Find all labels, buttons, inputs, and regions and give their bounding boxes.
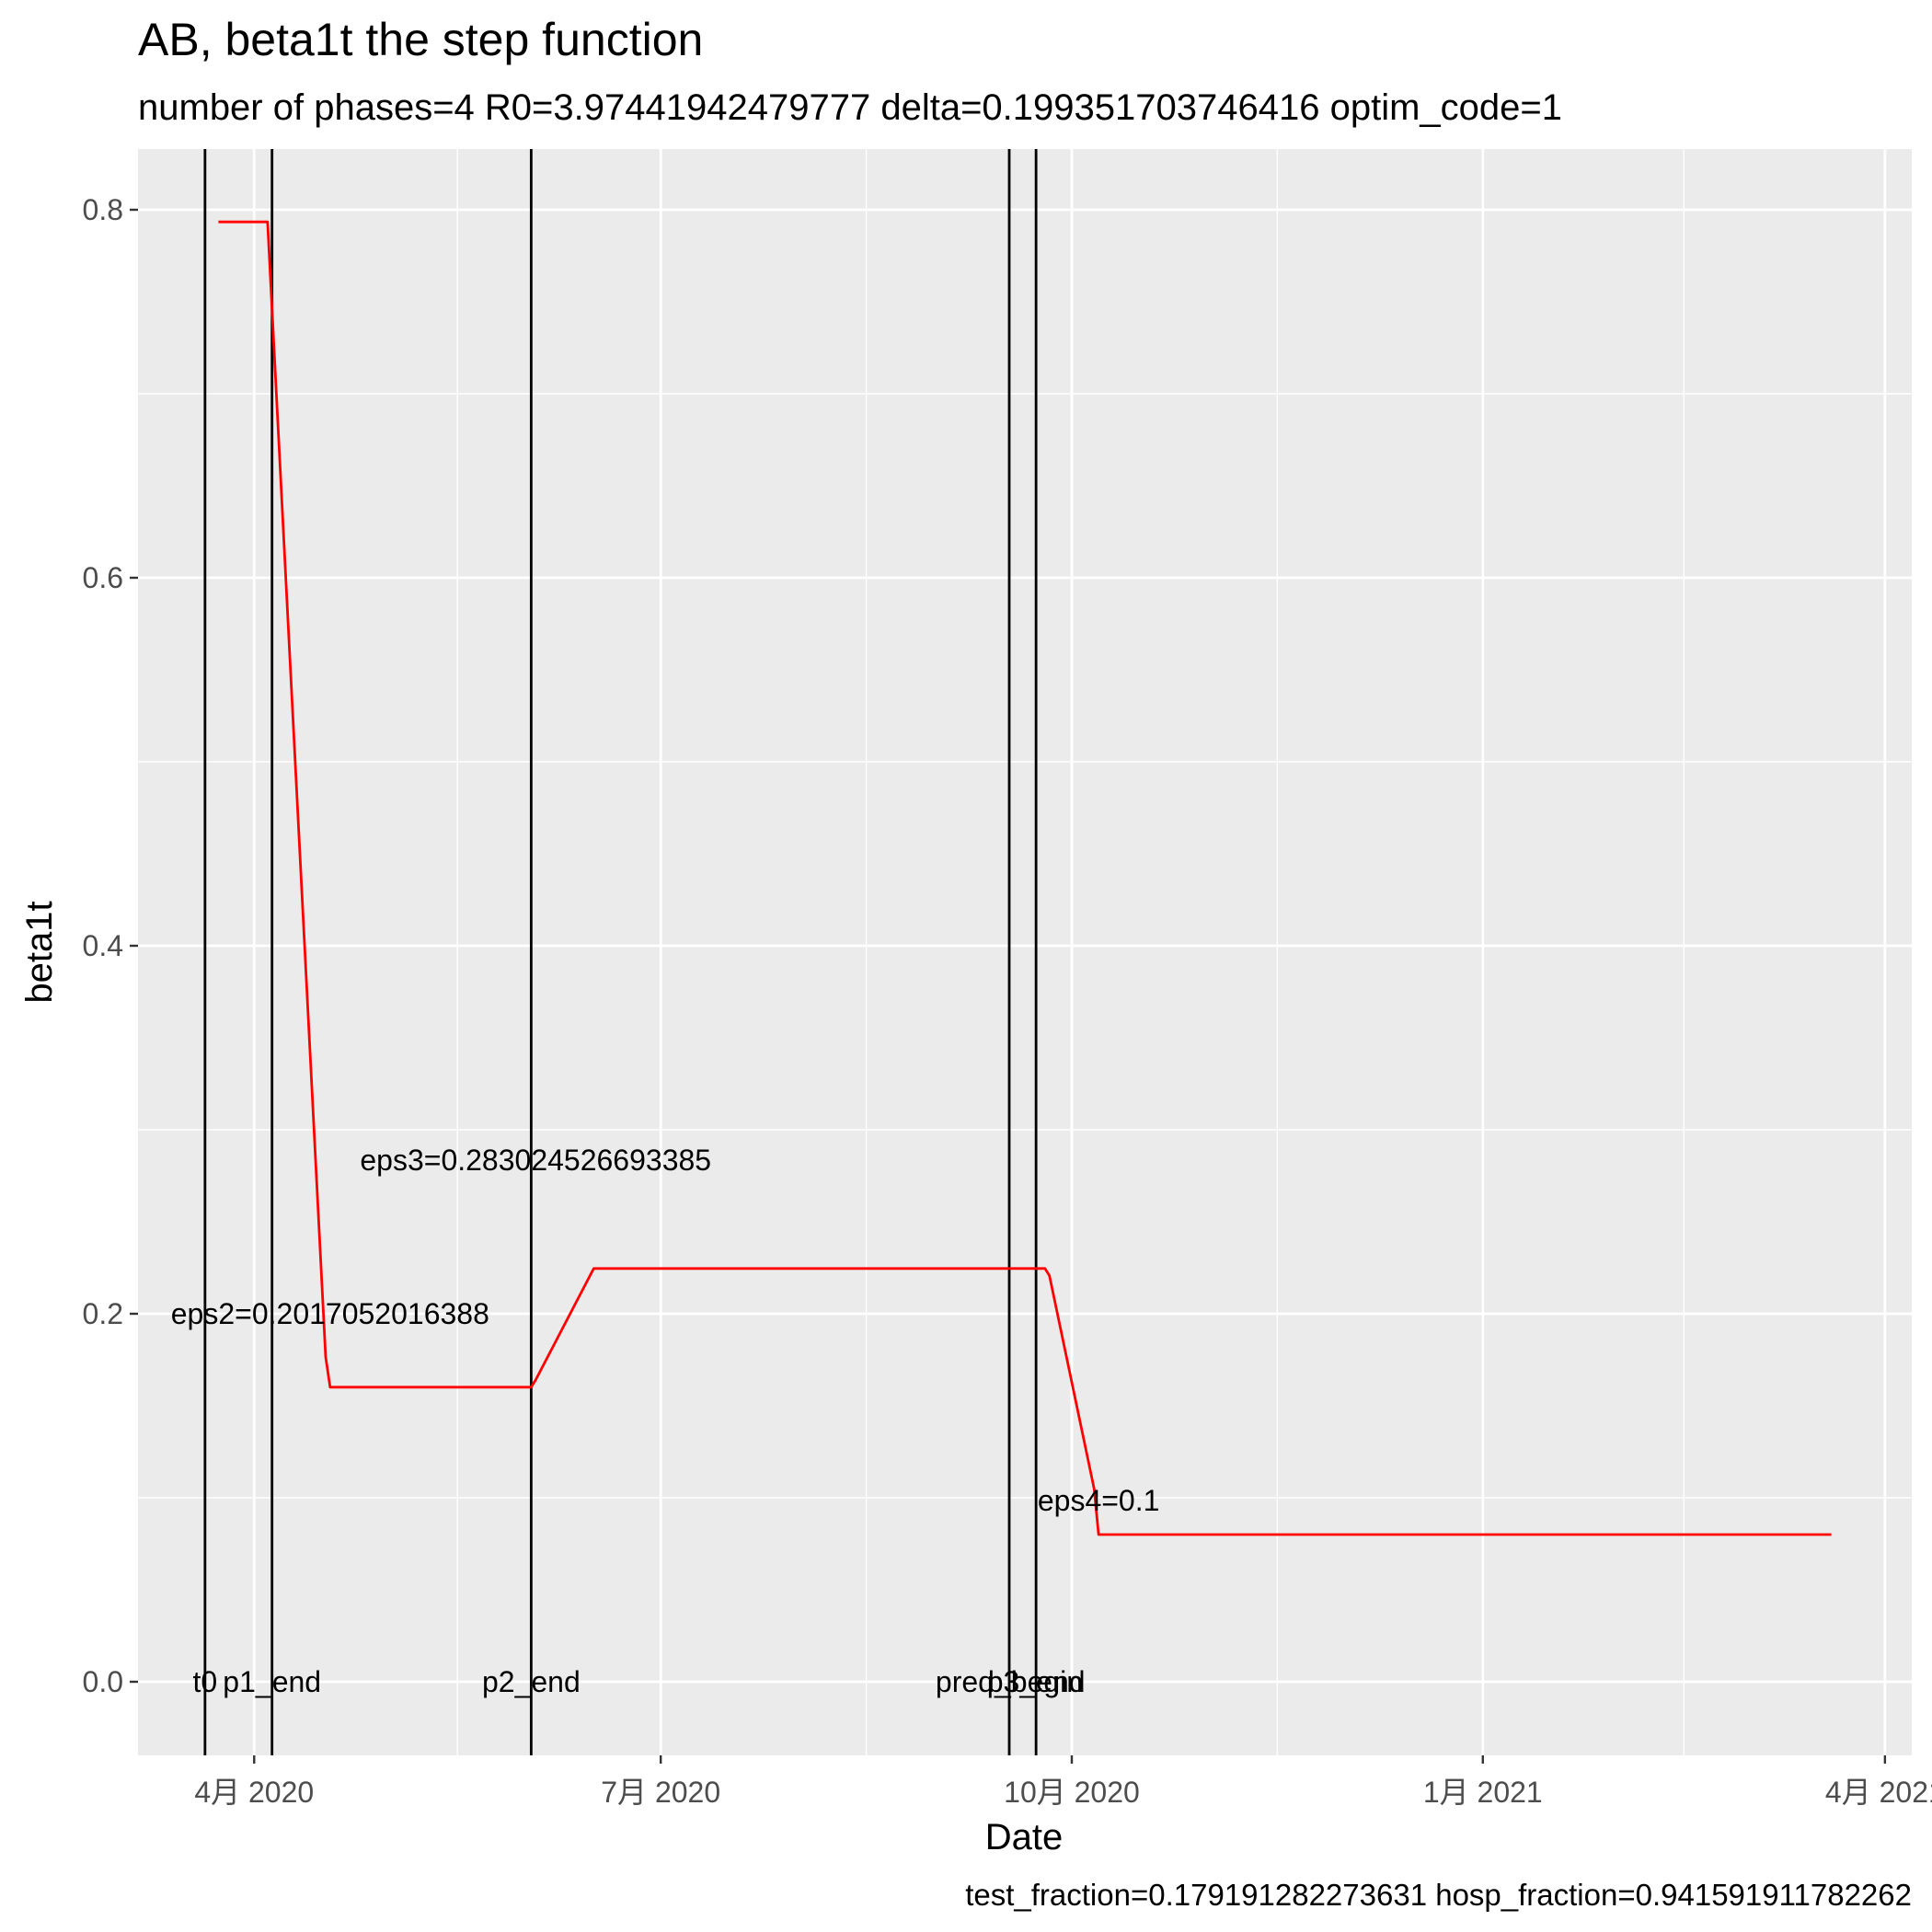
phase-label-t0: t0 bbox=[193, 1665, 218, 1698]
plot-background bbox=[138, 149, 1912, 1755]
annotation-eps2: eps2=0.2017052016388 bbox=[171, 1297, 489, 1330]
chart-title: AB, beta1t the step function bbox=[138, 14, 703, 65]
chart-caption: test_fraction=0.179191282273631 hosp_fra… bbox=[965, 1878, 1912, 1912]
y-tick-label: 0.2 bbox=[83, 1297, 123, 1330]
annotation-eps4: eps4=0.1 bbox=[1038, 1484, 1160, 1517]
major-grid bbox=[138, 149, 1912, 1755]
y-tick-label: 0.6 bbox=[83, 561, 123, 594]
y-tick-label: 0.0 bbox=[83, 1665, 123, 1698]
minor-grid bbox=[138, 149, 1912, 1755]
y-tick-label: 0.8 bbox=[83, 193, 123, 226]
x-tick-label: 4月 2021 bbox=[1825, 1776, 1932, 1809]
series-line-beta1t bbox=[218, 220, 1832, 1536]
y-axis-title: beta1t bbox=[19, 901, 60, 1003]
annotation-layer: eps2=0.2017052016388 eps3=0.2830245266933… bbox=[171, 1144, 1160, 1517]
phase-label-p3-end: p3_end bbox=[987, 1665, 1086, 1698]
x-tick-label: 10月 2020 bbox=[1004, 1776, 1140, 1809]
x-axis-ticks: 4月 2020 7月 2020 10月 2020 1月 2021 4月 2021 bbox=[194, 1755, 1932, 1809]
phase-label-pred-begin: pred_begin bbox=[936, 1665, 1083, 1698]
chart-subtitle: number of phases=4 R0=3.97441942479777 d… bbox=[138, 87, 1562, 128]
y-axis-ticks: 0.0 0.2 0.4 0.6 0.8 bbox=[83, 193, 138, 1698]
y-tick-label: 0.4 bbox=[83, 929, 123, 962]
x-axis-title: Date bbox=[985, 1817, 1064, 1857]
x-tick-label: 7月 2020 bbox=[601, 1776, 720, 1809]
phase-label-p2-end: p2_end bbox=[482, 1665, 581, 1698]
phase-label-p1-end: p1_end bbox=[223, 1665, 321, 1698]
annotation-eps3: eps3=0.283024526693385 bbox=[360, 1144, 711, 1177]
x-tick-label: 1月 2021 bbox=[1423, 1776, 1543, 1809]
x-tick-label: 4月 2020 bbox=[194, 1776, 314, 1809]
series-layer bbox=[218, 220, 1832, 1536]
